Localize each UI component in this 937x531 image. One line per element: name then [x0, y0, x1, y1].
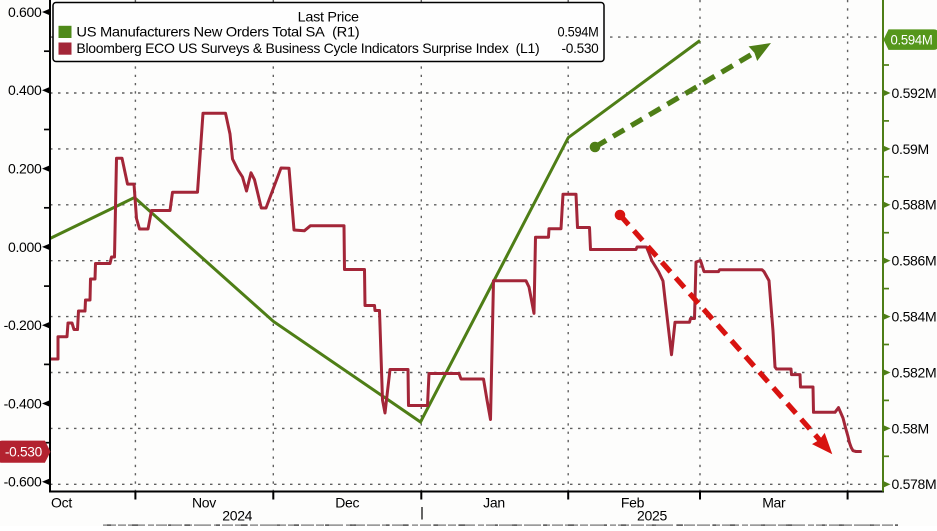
svg-text:0.584M: 0.584M: [892, 309, 937, 325]
svg-text:0.592M: 0.592M: [892, 85, 937, 101]
svg-text:Feb: Feb: [621, 495, 645, 511]
svg-text:2024: 2024: [222, 508, 252, 524]
svg-text:Nov: Nov: [192, 495, 216, 511]
svg-text:0.59M: 0.59M: [892, 141, 929, 157]
svg-text:-0.200: -0.200: [4, 317, 42, 333]
svg-text:-0.530: -0.530: [5, 444, 42, 460]
svg-text:2025: 2025: [637, 508, 667, 524]
svg-text:-0.600: -0.600: [4, 474, 42, 490]
svg-text:Last Price: Last Price: [298, 8, 360, 24]
svg-text:US Manufacturers New Orders To: US Manufacturers New Orders Total SA (R1…: [76, 24, 359, 40]
svg-text:-0.400: -0.400: [4, 395, 42, 411]
svg-text:0.600: 0.600: [8, 4, 42, 20]
svg-text:0.594M: 0.594M: [891, 32, 933, 48]
svg-text:-0.530: -0.530: [562, 40, 599, 56]
svg-text:Oct: Oct: [51, 495, 72, 511]
svg-text:Jan: Jan: [483, 495, 505, 511]
svg-text:Dec: Dec: [335, 495, 359, 511]
svg-text:0.586M: 0.586M: [892, 253, 937, 269]
svg-text:0.400: 0.400: [8, 82, 42, 98]
svg-text:0.58M: 0.58M: [892, 420, 929, 436]
svg-text:0.582M: 0.582M: [892, 364, 937, 380]
svg-text:Bloomberg ECO US Surveys & Bus: Bloomberg ECO US Surveys & Business Cycl…: [76, 40, 539, 56]
svg-text:0.578M: 0.578M: [892, 476, 937, 492]
svg-text:0.594M: 0.594M: [558, 24, 599, 40]
svg-text:0.000: 0.000: [8, 239, 42, 255]
svg-text:Mar: Mar: [762, 495, 786, 511]
svg-text:0.588M: 0.588M: [892, 197, 937, 213]
svg-text:0.200: 0.200: [8, 161, 42, 177]
